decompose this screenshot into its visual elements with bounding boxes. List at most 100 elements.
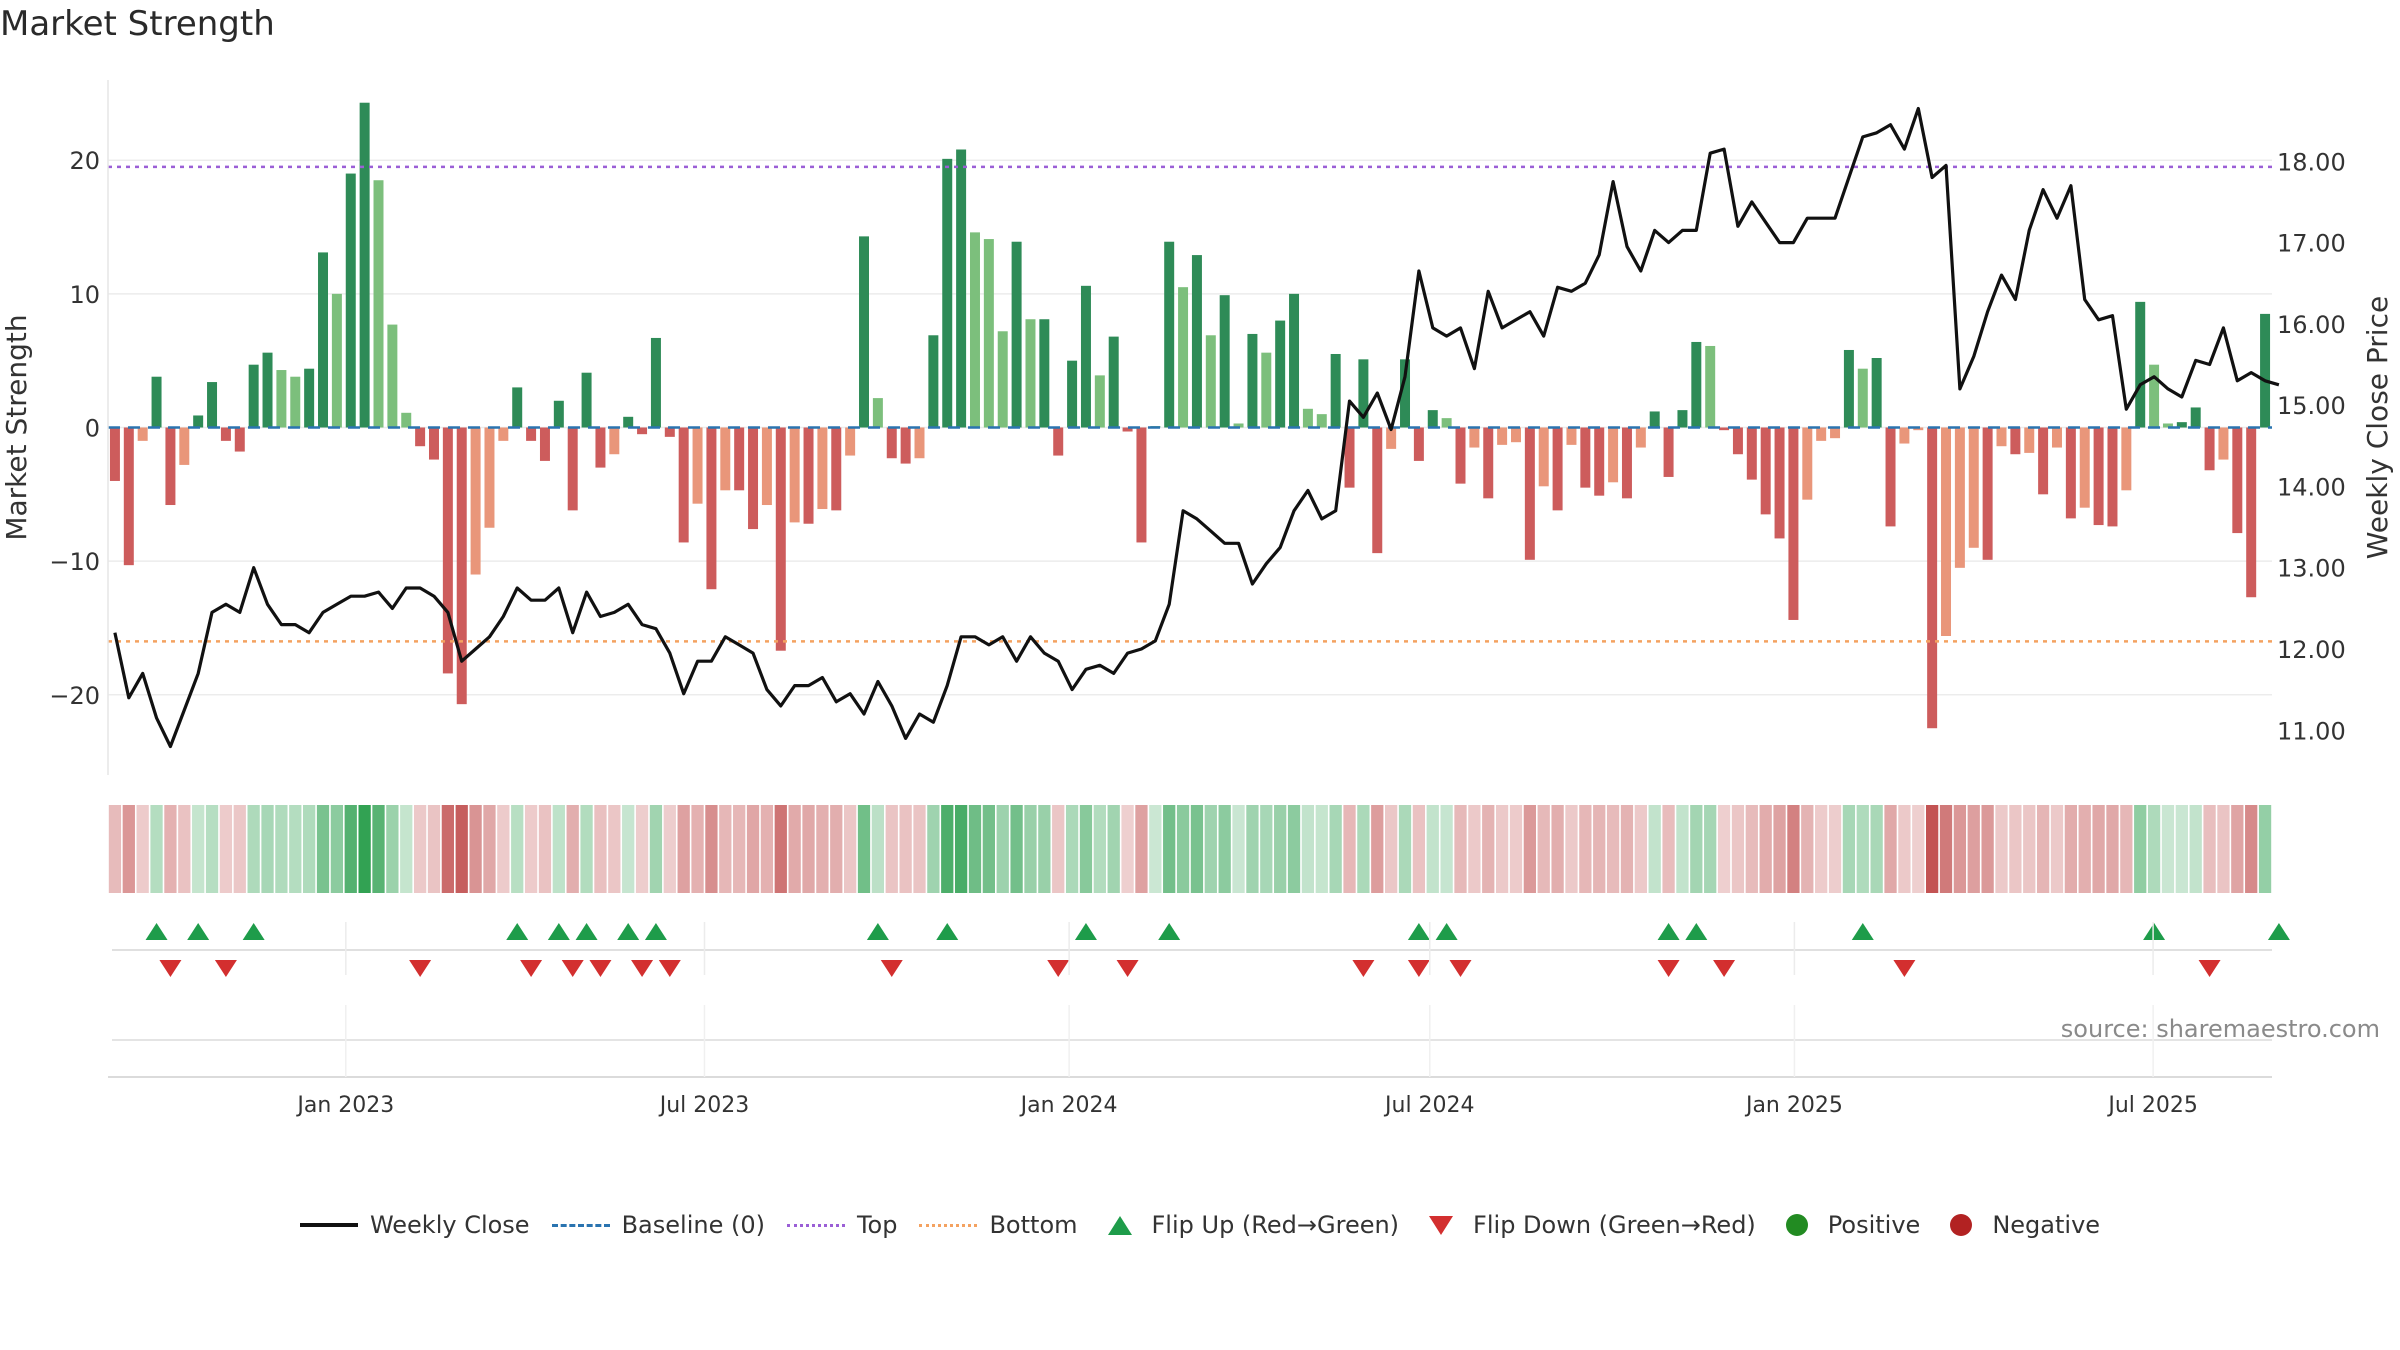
heat-cell	[1024, 805, 1037, 893]
strength-bar	[470, 427, 481, 575]
heat-cell	[1801, 805, 1814, 893]
legend: Weekly Close Baseline (0) Top Bottom Fli…	[0, 1205, 2400, 1245]
strength-bar	[1774, 427, 1785, 539]
strength-bar	[318, 252, 329, 428]
legend-label: Baseline (0)	[621, 1211, 765, 1239]
strength-bar	[2190, 407, 2201, 428]
flip-up-marker	[936, 923, 959, 940]
flip-down-marker	[409, 960, 432, 977]
flip-down-marker	[1657, 960, 1680, 977]
heat-cell	[1176, 805, 1190, 893]
y-tick-label: −20	[49, 682, 100, 710]
strength-bar	[664, 427, 675, 437]
strength-bar	[1219, 295, 1230, 428]
strength-bar	[2107, 427, 2118, 527]
x-tick-label: Jul 2024	[1383, 1093, 1475, 1118]
flip-down-marker	[658, 960, 681, 977]
strength-bar	[1913, 427, 1924, 431]
heat-cell	[1898, 805, 1911, 893]
heat-cell	[1412, 805, 1426, 893]
heat-cell	[608, 805, 621, 893]
flip-down-marker	[520, 960, 543, 977]
strength-bar	[415, 427, 426, 447]
legend-negative: Negative	[1942, 1211, 2100, 1239]
strength-bar	[1400, 359, 1411, 428]
weekly-close-line	[113, 106, 2280, 749]
strength-bar	[1968, 427, 1979, 548]
strength-bar	[1497, 427, 1508, 445]
heat-cell	[1537, 805, 1550, 893]
strength-bar	[1302, 408, 1313, 428]
strength-bar	[2149, 364, 2160, 428]
heat-cell	[469, 805, 482, 893]
strength-bar	[969, 232, 980, 428]
strength-bar	[1233, 423, 1244, 428]
heat-cell	[913, 805, 926, 893]
strength-bar	[1705, 345, 1716, 428]
heat-cell	[1440, 805, 1453, 893]
strength-bar	[276, 370, 287, 428]
heat-cell	[289, 805, 302, 893]
heat-cell	[1509, 805, 1523, 893]
strength-bar	[2260, 313, 2271, 428]
strength-bar	[539, 427, 550, 461]
strength-bar	[817, 427, 828, 510]
strength-bar	[2218, 427, 2229, 460]
heat-cell	[2106, 805, 2119, 893]
heat-cell	[622, 805, 635, 893]
legend-baseline: Baseline (0)	[551, 1211, 765, 1239]
heat-cell	[303, 805, 316, 893]
flip-up-marker	[1435, 923, 1458, 940]
heat-cell	[427, 805, 441, 893]
legend-weekly-close: Weekly Close	[299, 1211, 530, 1239]
heat-cell	[733, 805, 746, 893]
heat-cell	[233, 805, 246, 893]
heat-cell	[1912, 805, 1925, 893]
strength-bar	[2010, 427, 2021, 455]
heat-cell	[1690, 805, 1703, 893]
dashed-swatch-icon	[551, 1223, 610, 1227]
heat-cell	[1939, 805, 1953, 893]
dotted-swatch-icon	[786, 1223, 845, 1227]
heat-cell	[1953, 805, 1967, 893]
strength-bar	[650, 337, 661, 428]
heat-cell	[2009, 805, 2022, 893]
strength-bar	[859, 236, 870, 428]
flip-up-marker	[1074, 923, 1097, 940]
x-tick-label: Jul 2025	[2106, 1093, 2198, 1118]
strength-bar	[290, 376, 301, 428]
weekly-close-line-layer	[113, 106, 2280, 749]
strength-bar	[1760, 427, 1771, 515]
strength-bar	[1358, 359, 1369, 428]
strength-bar	[526, 427, 537, 441]
heat-cell	[1107, 805, 1120, 893]
flip-up-marker	[1407, 923, 1430, 940]
heat-cell	[2217, 805, 2230, 893]
heat-cell	[122, 805, 135, 893]
strength-bar	[207, 382, 218, 428]
strength-bar	[1954, 427, 1965, 568]
legend-flip-up: Flip Up (Red→Green)	[1100, 1211, 1399, 1239]
strength-bar	[345, 173, 356, 428]
flip-up-marker	[1657, 923, 1680, 940]
strength-bar	[109, 427, 120, 481]
flip-up-marker	[1851, 923, 1874, 940]
heat-cell	[1745, 805, 1758, 893]
flip-down-marker	[159, 960, 182, 977]
heat-cell	[566, 805, 579, 893]
flip-down-marker	[1713, 960, 1736, 977]
strength-bar	[456, 427, 467, 705]
source-credit: source: sharemaestro.com	[2060, 1015, 2380, 1043]
flip-down-marker	[1352, 960, 1375, 977]
strength-heat-strip	[108, 805, 2272, 893]
strength-bar	[1594, 427, 1605, 496]
strength-bar	[248, 364, 259, 428]
strength-bar	[123, 427, 134, 566]
heat-cell	[1287, 805, 1301, 893]
heat-cell	[386, 805, 399, 893]
strength-bar	[179, 427, 190, 465]
strength-bar	[1843, 349, 1854, 428]
flip-up-marker	[2267, 923, 2290, 940]
legend-bottom: Bottom	[919, 1211, 1078, 1239]
strength-bar	[262, 352, 273, 428]
